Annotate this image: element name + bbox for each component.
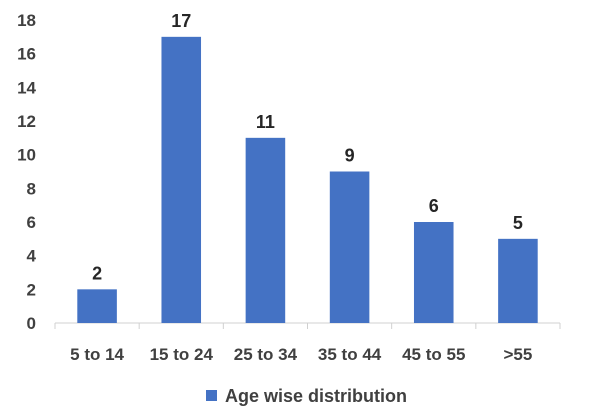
x-axis bbox=[54, 322, 561, 329]
bar bbox=[498, 238, 538, 323]
y-tick-label: 18 bbox=[17, 11, 36, 30]
y-tick-label: 8 bbox=[27, 179, 36, 198]
x-category-label: 5 to 14 bbox=[70, 345, 124, 364]
bar-value-label: 2 bbox=[92, 263, 102, 283]
legend: Age wise distribution bbox=[206, 386, 407, 406]
x-category-label: 45 to 55 bbox=[402, 345, 465, 364]
bar-value-label: 5 bbox=[513, 213, 523, 233]
bar bbox=[329, 171, 370, 323]
y-tick-label: 6 bbox=[27, 213, 36, 232]
x-category-label: >55 bbox=[503, 345, 532, 364]
bar bbox=[245, 137, 286, 323]
x-axis-category-labels: 5 to 14 15 to 24 25 to 34 35 to 44 45 to 55 >… bbox=[70, 345, 532, 364]
y-tick-label: 14 bbox=[17, 78, 36, 97]
x-category-label: 15 to 24 bbox=[150, 345, 214, 364]
y-tick-label: 4 bbox=[27, 247, 37, 266]
bar-value-label: 11 bbox=[256, 112, 275, 132]
bar-value-label: 9 bbox=[345, 146, 355, 166]
x-category-label: 35 to 44 bbox=[318, 345, 382, 364]
bar-value-label: 17 bbox=[171, 11, 191, 31]
x-category-label: 25 to 34 bbox=[234, 345, 298, 364]
y-tick-label: 2 bbox=[27, 280, 36, 299]
y-tick-label: 0 bbox=[27, 314, 36, 333]
y-tick-label: 10 bbox=[17, 146, 36, 165]
bar bbox=[77, 289, 117, 323]
bars bbox=[77, 36, 538, 323]
bar bbox=[413, 222, 454, 323]
y-axis-tick-labels: 0 2 4 6 8 10 12 14 16 18 bbox=[17, 11, 36, 333]
y-tick-label: 16 bbox=[17, 45, 36, 64]
legend-label: Age wise distribution bbox=[225, 386, 407, 406]
bar bbox=[161, 36, 202, 323]
legend-swatch bbox=[206, 390, 217, 401]
bar-value-label: 6 bbox=[429, 196, 439, 216]
y-tick-label: 12 bbox=[17, 112, 36, 131]
data-labels: 2 17 11 9 6 5 bbox=[92, 11, 523, 284]
